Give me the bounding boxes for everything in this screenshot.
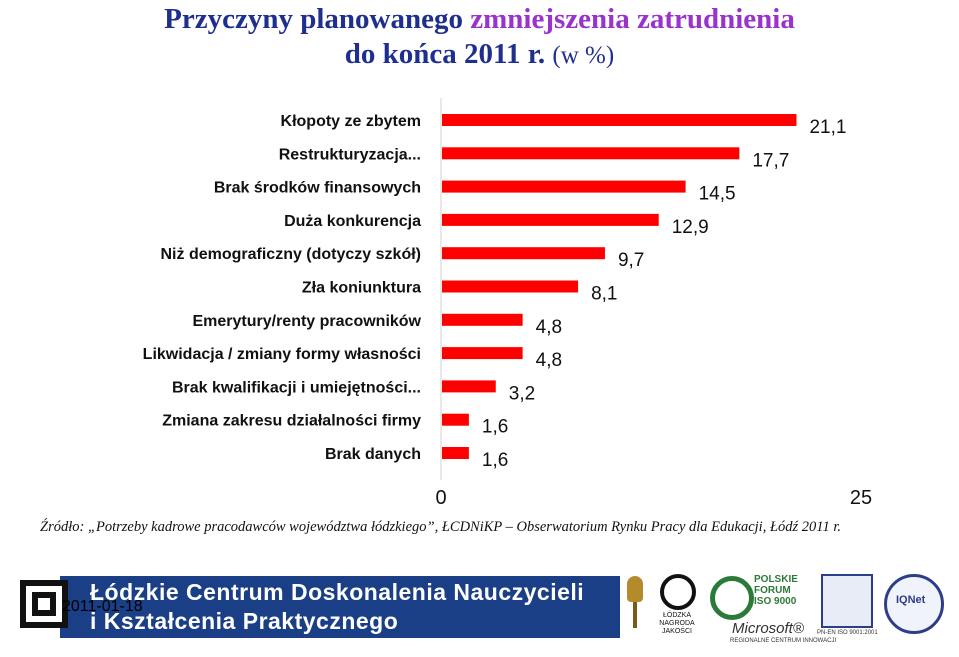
title-part1: Przyczyny planowanego — [164, 3, 463, 35]
category-label: Kłopoty ze zbytem — [281, 113, 421, 130]
bar — [442, 213, 659, 226]
title-unit: (w %) — [552, 42, 615, 69]
category-label: Niż demograficzny (dotyczy szkół) — [161, 246, 422, 263]
value-label: 3,2 — [509, 383, 535, 404]
category-label: Likwidacja / zmiany formy własności — [143, 346, 421, 363]
bar — [442, 180, 686, 193]
value-label: 21,1 — [809, 117, 846, 138]
value-label: 1,6 — [482, 450, 508, 471]
category-label: Zmiana zakresu działalności firmy — [162, 413, 421, 430]
category-label: Brak środków finansowych — [214, 180, 421, 197]
category-label: Brak kwalifikacji i umiejętności... — [172, 379, 421, 396]
value-label: 4,8 — [536, 317, 562, 338]
logo-line1: Łódzkie Centrum Doskonalenia Nauczycieli — [90, 579, 585, 605]
category-label: Emerytury/renty pracowników — [192, 313, 421, 330]
value-label: 14,5 — [699, 184, 736, 205]
square-logo-icon — [20, 580, 68, 628]
bar — [442, 347, 523, 360]
bar — [442, 380, 496, 393]
title-part2: zmniejszenia zatrudnienia — [470, 3, 795, 35]
category-label: Zła koniunktura — [302, 280, 421, 297]
bar — [442, 313, 523, 326]
title-part3: do końca 2011 r. — [344, 38, 546, 70]
trophy-icon — [622, 572, 648, 642]
value-label: 12,9 — [672, 217, 709, 238]
bar — [442, 280, 579, 293]
forum-text: POLSKIE FORUM ISO 9000 — [754, 574, 798, 607]
bar-chart: Kłopoty ze zbytem 21,1 Restrukturyzacja...… — [143, 98, 872, 509]
iqnet-logo: IQNet — [882, 572, 944, 642]
cert-text: PN-EN ISO 9001:2001 — [817, 630, 878, 636]
microsoft-subtext: REGIONALNE CENTRUM INNOWACJI — [730, 638, 837, 644]
bar — [442, 247, 605, 260]
x-tick-label: 25 — [850, 487, 872, 509]
value-label: 1,6 — [482, 417, 508, 438]
x-tick-label: 0 — [435, 487, 446, 509]
source-note: Źródło: „Potrzeby kadrowe pracodawców wo… — [40, 519, 841, 535]
footer: Łódzkie Centrum Doskonalenia Nauczycieli… — [0, 558, 959, 657]
category-label: Brak danych — [325, 446, 421, 463]
value-label: 9,7 — [618, 250, 644, 271]
value-label: 17,7 — [752, 150, 789, 171]
iqnet-text: IQNet — [896, 594, 926, 606]
value-label: 8,1 — [591, 284, 617, 305]
bar — [442, 413, 469, 426]
chart-title-line1: Przyczyny planowanego zmniejszenia zatru… — [0, 2, 959, 36]
lodzka-text: ŁÓDZKA NAGRODA JAKOŚCI — [659, 612, 695, 635]
polskie-forum-logo: POLSKIE FORUM ISO 9000 Microsoft® REGION… — [706, 572, 836, 644]
category-label: Restrukturyzacja... — [279, 146, 421, 163]
bar — [442, 447, 469, 459]
lodzka-nagroda-logo: ŁÓDZKA NAGRODA JAKOŚCI — [654, 572, 700, 642]
category-label: Duża konkurencja — [284, 213, 421, 230]
footer-date: 2011-01-18 — [62, 598, 143, 615]
bar — [442, 147, 740, 160]
logo-line2: i Kształcenia Praktycznego — [90, 608, 399, 634]
chart-title-line2: do końca 2011 r. (w %) — [0, 37, 959, 73]
iso-cert-logo: PN-EN ISO 9001:2001 — [817, 572, 878, 642]
value-label: 4,8 — [536, 350, 562, 371]
lcdnikp-logo: Łódzkie Centrum Doskonalenia Nauczycieli… — [60, 576, 620, 638]
microsoft-text: Microsoft® — [732, 620, 804, 637]
bar — [442, 114, 797, 126]
